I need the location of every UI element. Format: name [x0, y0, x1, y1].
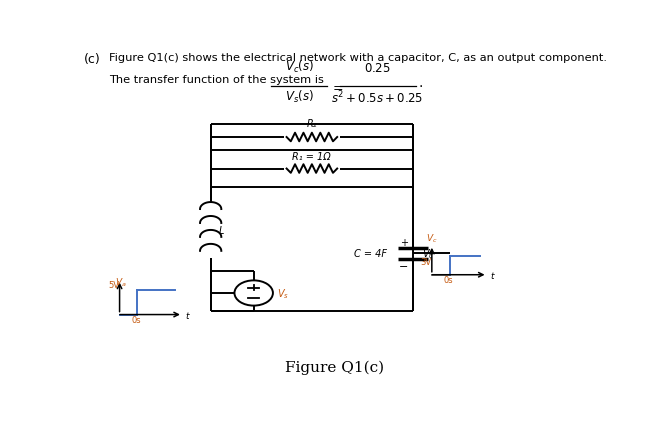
- Text: $0.25$: $0.25$: [364, 62, 391, 75]
- Text: $V_s$: $V_s$: [277, 286, 289, 300]
- Text: $t$: $t$: [490, 270, 496, 281]
- Text: 3V: 3V: [421, 258, 432, 267]
- Text: −: −: [399, 261, 409, 271]
- Text: R₂: R₂: [306, 118, 317, 129]
- Text: C = 4F: C = 4F: [353, 249, 387, 258]
- Text: Figure Q1(c) shows the electrical network with a capacitor, C, as an output comp: Figure Q1(c) shows the electrical networ…: [110, 53, 607, 63]
- Text: The transfer function of the system is: The transfer function of the system is: [110, 75, 325, 85]
- Text: L: L: [219, 225, 224, 235]
- Text: 0s: 0s: [444, 276, 453, 285]
- Text: 5V: 5V: [108, 281, 119, 290]
- Text: $s^2 + 0.5s + 0.25$: $s^2 + 0.5s + 0.25$: [332, 89, 424, 106]
- Text: $V_c$: $V_c$: [426, 232, 438, 244]
- Text: $V_s(s)$: $V_s(s)$: [285, 89, 313, 105]
- Text: $t$: $t$: [185, 309, 191, 320]
- Text: $=$: $=$: [330, 80, 344, 93]
- Text: $V_c$: $V_c$: [422, 247, 434, 261]
- Text: +: +: [400, 237, 408, 247]
- Text: $V_a$: $V_a$: [114, 276, 126, 289]
- Text: R₁ = 1Ω: R₁ = 1Ω: [292, 152, 330, 162]
- Text: Figure Q1(c): Figure Q1(c): [285, 360, 384, 375]
- Text: 0s: 0s: [131, 316, 141, 325]
- Text: .: .: [419, 76, 423, 90]
- Text: $V_c(s)$: $V_c(s)$: [285, 59, 314, 75]
- Text: (c): (c): [84, 53, 101, 66]
